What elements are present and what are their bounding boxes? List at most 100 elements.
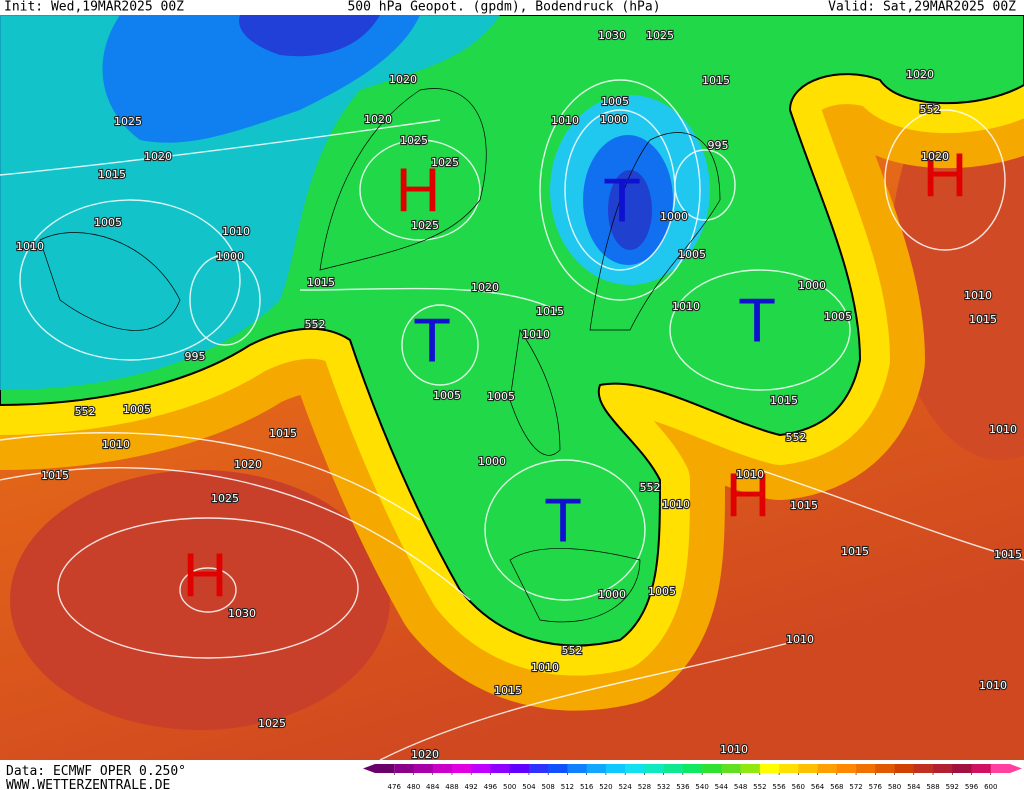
isobar-label: 1005 [648,585,676,598]
colorbar-swatch [644,764,664,773]
isobar-label: 1005 [487,390,515,403]
colorbar-swatch [817,764,838,773]
isobar-label: 1010 [102,438,130,451]
coastlines [39,88,721,623]
isobar-label: 1030 [228,607,256,620]
colorbar-swatch [625,764,645,773]
colorbar-swatch [740,764,761,773]
colorbar-swatch [971,764,992,773]
colorbar-swatch [779,764,799,773]
colorbar-swatch [432,764,453,773]
colorbar-tick-label: 480 [407,783,420,790]
colorbar-swatch [798,764,818,773]
colorbar-tick-label: 516 [580,783,594,790]
isobar-label: 1005 [824,310,852,323]
isobar-label: 1010 [979,679,1007,692]
isobar-label: 1020 [411,748,439,761]
colorbar-tick-label: 512 [561,783,574,790]
colorbar-tick-label: 548 [734,783,747,790]
header-bar [0,0,1024,15]
cold-core [608,170,652,250]
isobar-label: 1010 [16,240,44,253]
isobar-label: 1005 [433,389,461,402]
isobar-label: 1010 [222,225,250,238]
isobar-label: 1005 [601,95,629,108]
isobar-label: 1025 [211,492,239,505]
isobar-label: 1015 [702,74,730,87]
isobar-label: 1015 [98,168,126,181]
website-text: WWW.WETTERZENTRALE.DE [6,778,170,790]
colorbar-swatch [528,764,549,773]
map-area [0,15,1024,760]
colorbar-swatch [451,764,472,773]
colorbar-swatch [471,764,491,773]
colorbar-swatch [548,764,568,773]
isobar-label: 1020 [389,73,417,86]
isobar-label: 1010 [720,743,748,756]
geopotential-label: 552 [786,431,807,444]
pressure-system-label: H [726,461,771,530]
isobar-label: 1010 [522,328,550,341]
isobar-label: 1025 [258,717,286,730]
source-text: Data: ECMWF OPER 0.250° [6,764,186,779]
cold-core [239,15,380,57]
colorbar-tick-label: 572 [849,783,862,790]
colorbar-tick-label: 588 [926,783,939,790]
pressure-system-label: T [738,286,776,355]
colorbar-swatch [856,764,876,773]
isobar-label: 1020 [471,281,499,294]
colorbar-arrow [363,764,395,773]
colorbar-tick-label: 496 [484,783,498,790]
geopotential-label: 552 [305,318,326,331]
colorbar-tick-label: 560 [792,783,805,790]
colorbar-swatch [702,764,722,773]
colorbar-swatch [605,764,626,773]
isobar-label: 995 [708,139,729,152]
isobar-label: 1020 [906,68,934,81]
colorbar-tick-label: 524 [618,783,632,790]
isobar-label: 1000 [478,455,506,468]
isobar-label: 1010 [551,114,579,127]
isobar-label: 1015 [841,545,869,558]
colorbar-swatch [567,764,587,773]
colorbar-tick-label: 508 [541,783,554,790]
isobar-label: 1010 [662,498,690,511]
isobar-label: 1025 [400,134,428,147]
isobar-label: 1015 [994,548,1022,561]
colorbar-tick-label: 580 [888,783,901,790]
isobar-label: 1020 [144,150,172,163]
isobar-label: 1025 [114,115,142,128]
colorbar-swatch [952,764,972,773]
isobar-label: 1005 [678,248,706,261]
init-text: Init: Wed,19MAR2025 00Z [4,0,184,15]
colorbar-tick-label: 584 [907,783,921,790]
colorbar-swatch [413,764,434,773]
colorbar-swatch [509,764,530,773]
isobar-label: 1025 [646,29,674,42]
isobar-label: 1015 [770,394,798,407]
isobar-label: 1000 [600,113,628,126]
colorbar-arrow [990,764,1022,773]
isobar-label: 1015 [41,469,69,482]
colorbar-swatch [682,764,703,773]
warm-region [10,470,390,730]
isobar-label: 1000 [660,210,688,223]
isobar-label: 1000 [798,279,826,292]
isobar-label: 1015 [494,684,522,697]
geopotential-label: 552 [562,644,583,657]
colorbar-tick-label: 544 [715,783,729,790]
colorbar-swatch [894,764,915,773]
isobar-label: 1020 [234,458,262,471]
isobar-label: 1000 [598,588,626,601]
pressure-system-label: T [603,166,641,235]
colorbar-swatch [836,764,857,773]
isobar-label: 1015 [536,305,564,318]
colorbar-tick-label: 488 [445,783,458,790]
pressure-system-label: T [413,306,451,375]
colorbar-tick-label: 476 [388,783,402,790]
colorbar-tick-label: 600 [984,783,997,790]
colorbar-tick-label: 520 [599,783,612,790]
colorbar-tick-label: 528 [638,783,651,790]
